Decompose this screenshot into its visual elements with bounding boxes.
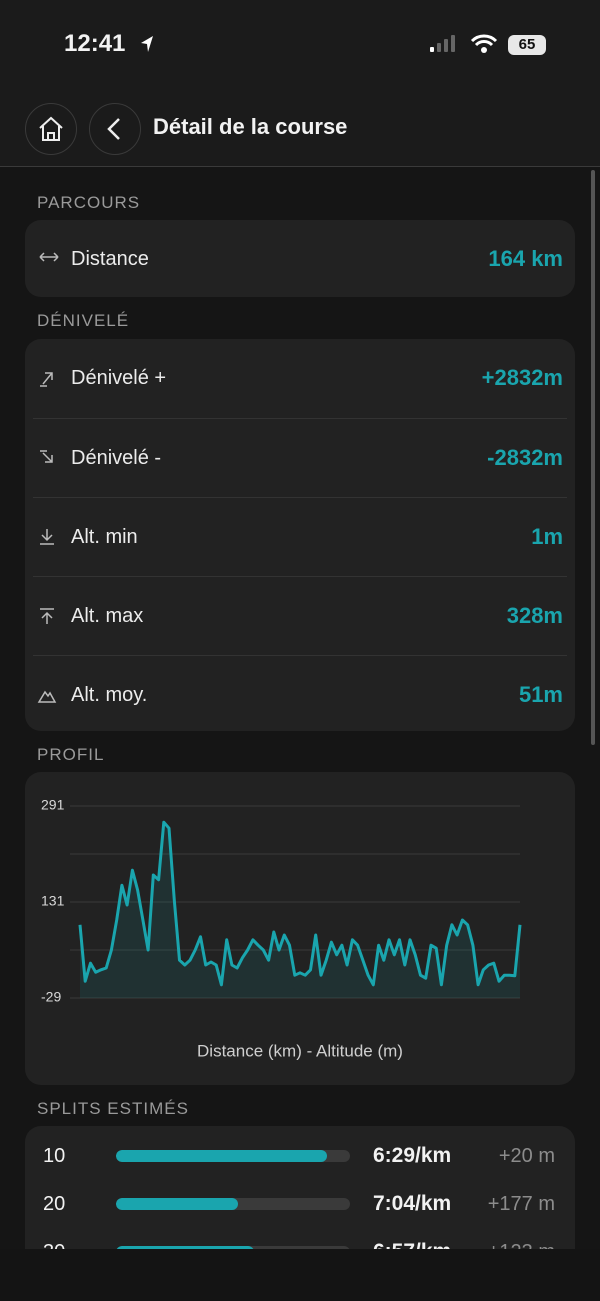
- row-icon: [40, 608, 54, 624]
- row-icon: [40, 529, 54, 545]
- chart-caption: Distance (km) - Altitude (m): [197, 1041, 403, 1060]
- stat-row: Dénivelé + +2832m: [33, 339, 567, 417]
- split-bar-track: [116, 1198, 350, 1210]
- scrollbar: [591, 170, 595, 745]
- stat-row: Dénivelé - -2832m: [33, 418, 567, 497]
- stat-row: Alt. max 328m: [33, 576, 567, 655]
- back-icon: [107, 118, 120, 140]
- split-elevation: +177 m: [487, 1193, 555, 1215]
- split-bar: [116, 1150, 327, 1162]
- stat-value: 328m: [506, 603, 563, 628]
- stat-row: Alt. min 1m: [33, 497, 567, 576]
- stat-value: -2832m: [487, 445, 563, 470]
- split-bar-track: [116, 1150, 350, 1162]
- section-title: PARCOURS: [37, 193, 141, 212]
- stat-label: Alt. moy.: [71, 684, 148, 706]
- profile-line: [78, 820, 522, 987]
- battery: 65: [508, 35, 546, 55]
- y-tick-label: 291: [41, 797, 65, 813]
- stat-row: Alt. moy. 51m: [33, 655, 567, 734]
- stat-label: Dénivelé +: [71, 367, 167, 389]
- stat-label: Dénivelé -: [71, 447, 162, 469]
- section-title: PROFIL: [37, 745, 105, 764]
- signal-icon: [430, 35, 455, 52]
- split-pace: 6:29/km: [373, 1144, 452, 1167]
- stat-value: +2832m: [481, 365, 563, 390]
- row-icon: [39, 252, 59, 262]
- section-title: SPLITS ESTIMÉS: [37, 1099, 189, 1118]
- split-row: 20 7:04/km +177 m: [25, 1180, 575, 1228]
- stat-label: Alt. max: [71, 605, 144, 627]
- stat-value: 1m: [531, 524, 563, 549]
- home-button[interactable]: [25, 103, 77, 155]
- split-bar: [116, 1198, 238, 1210]
- page-title: Détail de la course: [153, 114, 348, 139]
- row-icon: [40, 372, 53, 387]
- stat-row: Distance 164 km: [33, 220, 567, 298]
- stat-value: 51m: [518, 682, 563, 707]
- row-icon: [40, 450, 53, 463]
- section-title: DÉNIVELÉ: [37, 311, 130, 330]
- card: [25, 220, 575, 297]
- stat-value: 164 km: [488, 246, 563, 271]
- stat-label: Distance: [71, 248, 149, 270]
- home-icon: [39, 116, 63, 141]
- bottom-bar: [0, 1249, 600, 1301]
- back-button[interactable]: [89, 103, 141, 155]
- split-km: 20: [43, 1193, 66, 1215]
- card: [25, 339, 575, 731]
- profile-chart: 291 131 -29 Distance (km) - Altitude (m): [41, 797, 522, 1060]
- location-icon: [141, 36, 153, 52]
- split-row: 10 6:29/km +20 m: [25, 1132, 575, 1180]
- y-tick-label: 131: [41, 893, 65, 909]
- y-tick-label: -29: [41, 989, 61, 1005]
- split-km: 10: [43, 1145, 66, 1167]
- split-pace: 7:04/km: [373, 1192, 452, 1215]
- status-time: 12:41: [64, 30, 126, 57]
- stat-label: Alt. min: [71, 526, 138, 548]
- wifi-icon: [470, 34, 498, 53]
- profile-area: [80, 822, 520, 998]
- row-icon: [37, 690, 57, 703]
- split-elevation: +20 m: [498, 1145, 555, 1167]
